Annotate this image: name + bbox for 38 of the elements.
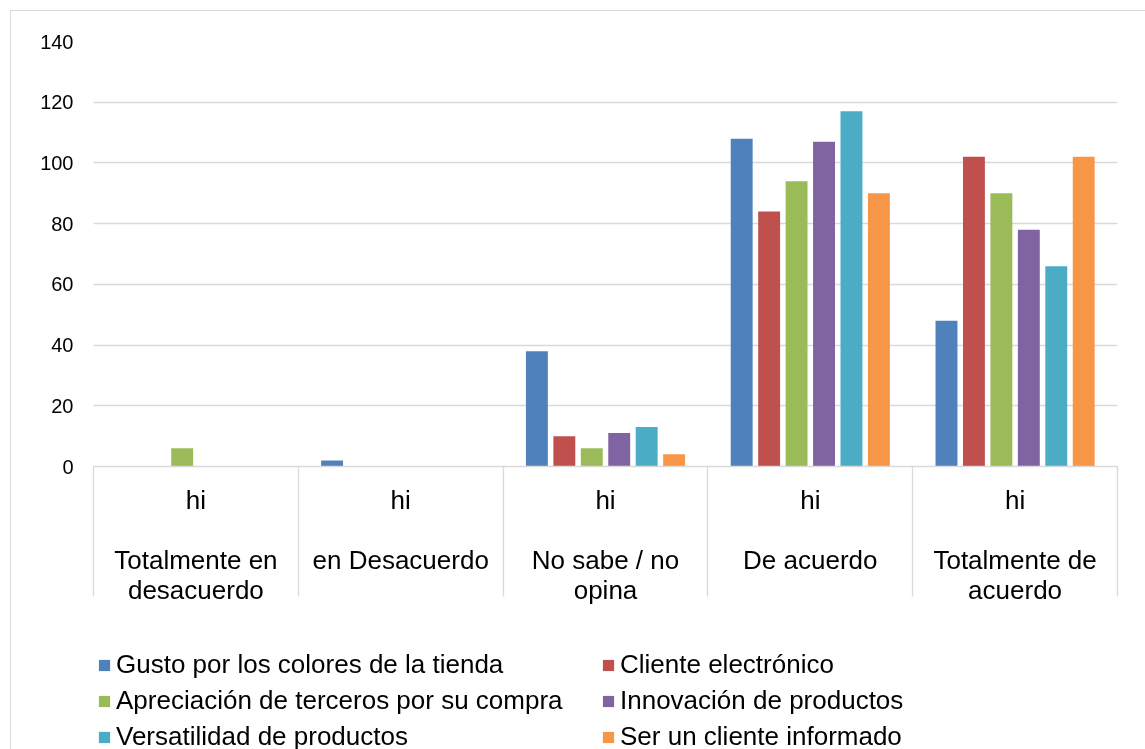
bar [525, 351, 548, 467]
bar [935, 320, 958, 467]
bar [730, 138, 753, 467]
legend-label: Ser un cliente informado [620, 721, 903, 749]
legend-label: Apreciación de terceros por su compra [116, 685, 564, 716]
bar [171, 448, 194, 467]
bar [785, 181, 808, 467]
bar [553, 436, 576, 467]
y-tick-label: 0 [62, 455, 74, 478]
bar [580, 448, 603, 467]
legend-label: Gusto por los colores de la tienda [116, 649, 505, 680]
y-tick-label: 20 [51, 394, 74, 417]
bar [635, 427, 658, 467]
bar [867, 193, 890, 467]
y-tick-label: 60 [51, 273, 74, 296]
bar [758, 211, 781, 467]
y-tick-label: 100 [40, 151, 74, 174]
bar [990, 193, 1013, 467]
x-tick-label: hi Totalmente de acuerdo [933, 484, 1097, 605]
bar [1072, 156, 1095, 467]
legend-label: Innovación de productos [620, 685, 905, 716]
y-tick-label: 120 [40, 91, 74, 114]
x-tick-label: hi Totalmente en desacuerdo [114, 484, 278, 605]
y-tick-label: 40 [51, 334, 74, 357]
x-tick-label: hi No sabe / no opina [531, 484, 680, 605]
bar [663, 454, 686, 467]
bar [1017, 229, 1040, 467]
bar [608, 433, 631, 467]
bar [840, 111, 863, 467]
bar [1045, 266, 1068, 467]
bar [321, 460, 344, 467]
legend-label: Cliente electrónico [620, 649, 835, 680]
bar [962, 156, 985, 467]
y-tick-label: 140 [40, 30, 74, 53]
x-tick-label: hi en Desacuerdo [312, 484, 489, 575]
bar [813, 141, 835, 467]
y-tick-label: 80 [51, 212, 74, 235]
x-tick-label: hi De acuerdo [743, 484, 878, 575]
